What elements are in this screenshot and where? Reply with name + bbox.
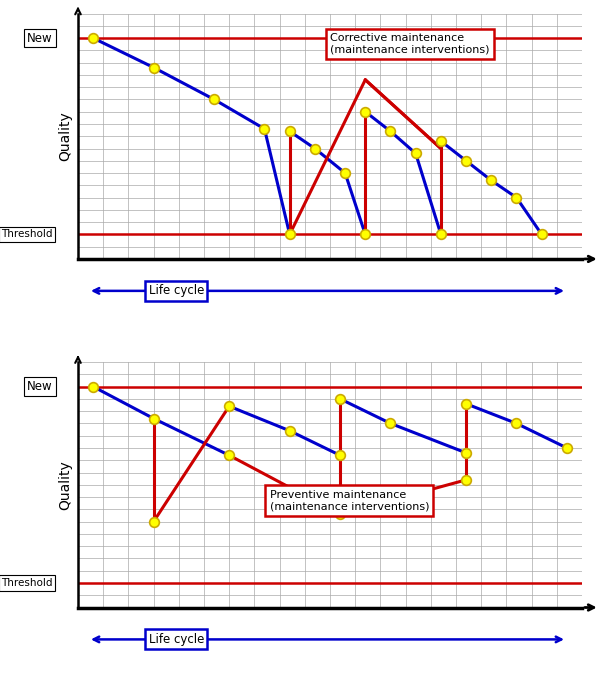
Text: Life cycle: Life cycle <box>149 284 204 298</box>
Text: Threshold: Threshold <box>1 230 53 240</box>
Y-axis label: Quality: Quality <box>58 460 73 510</box>
Text: New: New <box>27 380 53 393</box>
Text: Threshold: Threshold <box>1 578 53 588</box>
Text: Corrective maintenance
(maintenance interventions): Corrective maintenance (maintenance inte… <box>330 33 490 55</box>
Text: Preventive maintenance
(maintenance interventions): Preventive maintenance (maintenance inte… <box>269 489 429 511</box>
Text: New: New <box>27 32 53 45</box>
Text: Life cycle: Life cycle <box>149 633 204 646</box>
Y-axis label: Quality: Quality <box>58 111 73 161</box>
